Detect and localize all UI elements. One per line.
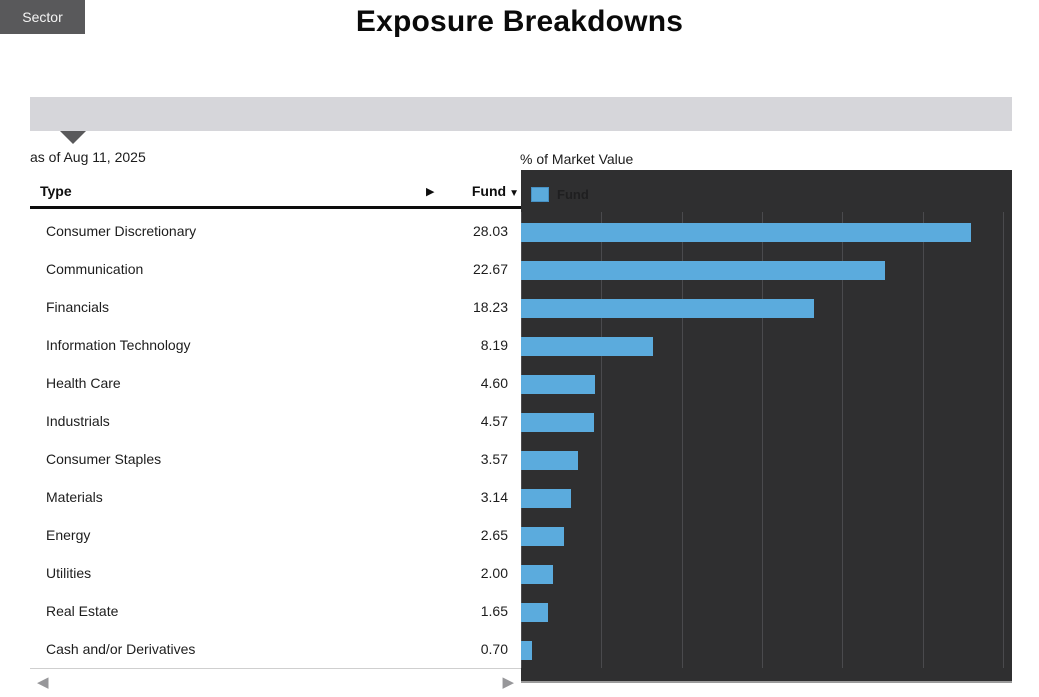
table-row: Utilities 2.00 xyxy=(30,554,521,592)
active-tab-caret-icon xyxy=(60,131,86,144)
chart-bar-energy xyxy=(521,527,564,546)
scroll-right-button[interactable]: ▶ xyxy=(502,674,514,691)
chart-gridline xyxy=(842,212,843,668)
table-row: Financials 18.23 xyxy=(30,288,521,326)
chart-bar-information-technology xyxy=(521,337,653,356)
chart-gridline xyxy=(521,212,522,668)
chart-bar-cash-and-or-derivatives xyxy=(521,641,532,660)
table-row: Consumer Discretionary 28.03 xyxy=(30,212,521,250)
sector-table: Type ▶ Fund ▼ Consumer Discretionary 28.0… xyxy=(30,176,521,697)
chart-bar-real-estate xyxy=(521,603,548,622)
fund-value: 8.19 xyxy=(480,337,508,353)
table-row: Communication 22.67 xyxy=(30,250,521,288)
sector-type-label: Energy xyxy=(46,527,91,543)
expand-column-icon[interactable]: ▶ xyxy=(426,186,435,198)
as-of-date: as of Aug 11, 2025 xyxy=(30,149,146,165)
column-header-type[interactable]: Type xyxy=(40,183,72,199)
fund-value: 28.03 xyxy=(472,223,508,239)
sector-type-label: Utilities xyxy=(46,565,92,581)
sector-type-label: Financials xyxy=(46,299,110,315)
table-row: Cash and/or Derivatives 0.70 xyxy=(30,630,521,668)
column-header-fund[interactable]: Fund ▼ xyxy=(472,183,519,199)
fund-value: 2.65 xyxy=(480,527,508,543)
chart-bar-financials xyxy=(521,299,814,318)
table-scrollbar[interactable]: ◀ ▶ xyxy=(30,668,521,696)
sector-type-label: Materials xyxy=(46,489,103,505)
sector-type-label: Cash and/or Derivatives xyxy=(46,641,196,657)
column-header-fund-label: Fund xyxy=(471,183,507,199)
table-body: Consumer Discretionary 28.03 Communicati… xyxy=(30,209,521,668)
fund-value: 0.70 xyxy=(480,641,508,657)
chart-bar-materials xyxy=(521,489,571,508)
chart-bar-consumer-staples xyxy=(521,451,578,470)
chart-gridline xyxy=(601,212,602,668)
chart-gridline xyxy=(682,212,683,668)
table-header: Type ▶ Fund ▼ xyxy=(30,176,521,209)
tab-sector[interactable]: Sector xyxy=(0,0,85,34)
fund-value: 3.14 xyxy=(480,489,508,505)
sector-type-label: Consumer Staples xyxy=(46,451,162,467)
exposure-bar-chart: Fund xyxy=(521,170,1012,683)
sector-type-label: Consumer Discretionary xyxy=(46,223,197,239)
table-row: Information Technology 8.19 xyxy=(30,326,521,364)
chart-bar-industrials xyxy=(521,413,594,432)
page-title: Exposure Breakdowns xyxy=(355,5,684,38)
table-row: Health Care 4.60 xyxy=(30,364,521,402)
sector-type-label: Real Estate xyxy=(46,603,119,619)
chart-bar-communication xyxy=(521,261,885,280)
table-row: Energy 2.65 xyxy=(30,516,521,554)
sector-type-label: Communication xyxy=(46,261,144,277)
sector-type-label: Industrials xyxy=(46,413,110,429)
sort-desc-icon: ▼ xyxy=(509,188,519,199)
sector-type-label: Health Care xyxy=(46,375,121,391)
chart-axis-title: % of Market Value xyxy=(520,151,634,167)
legend-label-fund: Fund xyxy=(557,187,589,202)
fund-value: 22.67 xyxy=(472,261,508,277)
table-row: Industrials 4.57 xyxy=(30,402,521,440)
chart-gridline xyxy=(762,212,763,668)
legend-swatch-fund xyxy=(531,187,549,202)
table-row: Materials 3.14 xyxy=(30,478,521,516)
fund-value: 3.57 xyxy=(480,451,508,467)
chart-bar-health-care xyxy=(521,375,595,394)
chart-bar-utilities xyxy=(521,565,553,584)
fund-value: 18.23 xyxy=(472,299,508,315)
table-row: Real Estate 1.65 xyxy=(30,592,521,630)
chart-gridline xyxy=(1003,212,1004,668)
tab-sector-label: Sector xyxy=(22,9,63,25)
scroll-left-button[interactable]: ◀ xyxy=(37,674,49,691)
fund-value: 4.57 xyxy=(480,413,508,429)
fund-value: 2.00 xyxy=(480,565,508,581)
chart-bar-consumer-discretionary xyxy=(521,223,971,242)
fund-value: 4.60 xyxy=(480,375,508,391)
table-row: Consumer Staples 3.57 xyxy=(30,440,521,478)
sector-type-label: Information Technology xyxy=(46,337,191,353)
tab-bar xyxy=(30,97,1012,131)
fund-value: 1.65 xyxy=(480,603,508,619)
legend-item-fund[interactable]: Fund xyxy=(531,187,589,202)
chart-gridline xyxy=(923,212,924,668)
